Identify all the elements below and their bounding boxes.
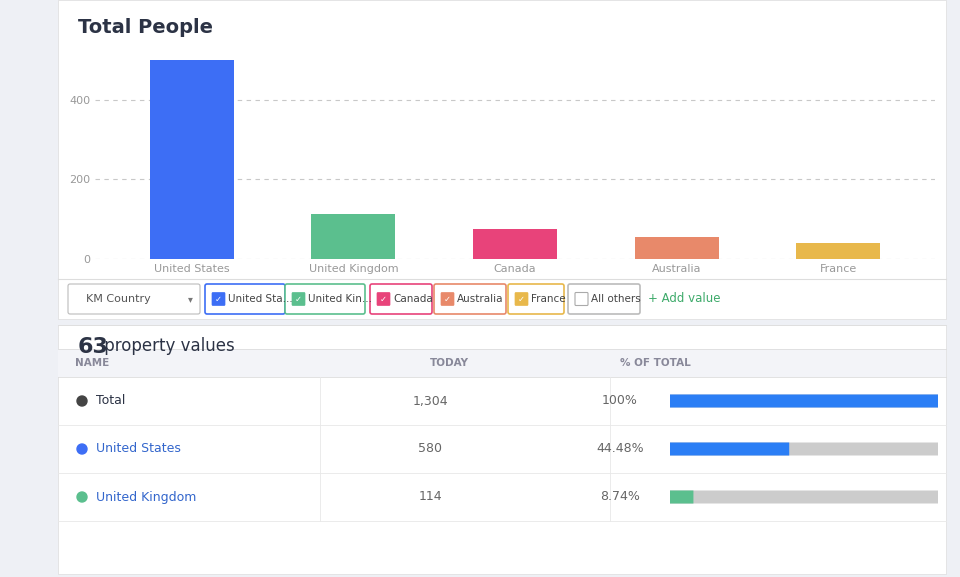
Text: + Add value: + Add value	[648, 293, 721, 305]
Text: ▾: ▾	[187, 294, 192, 304]
Text: United Kingdom: United Kingdom	[96, 490, 197, 504]
Text: TODAY: TODAY	[430, 358, 469, 368]
FancyBboxPatch shape	[370, 284, 432, 314]
Text: Total: Total	[96, 395, 126, 407]
Text: All others: All others	[591, 294, 640, 304]
FancyBboxPatch shape	[670, 395, 938, 407]
Text: ✓: ✓	[215, 294, 222, 304]
FancyBboxPatch shape	[670, 395, 938, 407]
Text: 100%: 100%	[602, 395, 638, 407]
Text: Canada: Canada	[393, 294, 433, 304]
Text: 114: 114	[419, 490, 442, 504]
FancyBboxPatch shape	[58, 0, 946, 279]
Text: ✓: ✓	[295, 294, 302, 304]
FancyBboxPatch shape	[515, 293, 528, 305]
Circle shape	[77, 492, 87, 502]
FancyBboxPatch shape	[441, 293, 454, 305]
FancyBboxPatch shape	[58, 325, 946, 574]
Text: ✓: ✓	[518, 294, 525, 304]
FancyBboxPatch shape	[212, 293, 225, 305]
FancyBboxPatch shape	[575, 293, 588, 305]
Text: property values: property values	[99, 337, 235, 355]
Text: % OF TOTAL: % OF TOTAL	[620, 358, 691, 368]
FancyBboxPatch shape	[205, 284, 285, 314]
Bar	[311, 213, 396, 259]
FancyBboxPatch shape	[670, 490, 693, 504]
Text: ✓: ✓	[444, 294, 451, 304]
FancyBboxPatch shape	[568, 284, 640, 314]
Text: France: France	[531, 294, 565, 304]
Text: Total People: Total People	[78, 18, 213, 37]
FancyBboxPatch shape	[670, 490, 938, 504]
Circle shape	[77, 444, 87, 454]
Bar	[150, 28, 234, 259]
Bar	[473, 229, 557, 259]
Text: 63: 63	[78, 337, 108, 357]
Bar	[635, 237, 718, 259]
Text: 8.74%: 8.74%	[600, 490, 640, 504]
FancyBboxPatch shape	[434, 284, 506, 314]
Circle shape	[77, 396, 87, 406]
Text: NAME: NAME	[75, 358, 109, 368]
FancyBboxPatch shape	[285, 284, 365, 314]
Text: 1,304: 1,304	[412, 395, 447, 407]
FancyBboxPatch shape	[58, 279, 946, 319]
FancyBboxPatch shape	[377, 293, 390, 305]
FancyBboxPatch shape	[670, 443, 938, 455]
Text: United Sta...: United Sta...	[228, 294, 293, 304]
FancyBboxPatch shape	[508, 284, 564, 314]
Text: Australia: Australia	[457, 294, 503, 304]
FancyBboxPatch shape	[292, 293, 305, 305]
Text: United States: United States	[96, 443, 180, 455]
Bar	[796, 243, 880, 259]
Text: ✓: ✓	[380, 294, 387, 304]
Text: 44.48%: 44.48%	[596, 443, 644, 455]
FancyBboxPatch shape	[58, 349, 946, 377]
Text: 580: 580	[418, 443, 442, 455]
FancyBboxPatch shape	[68, 284, 200, 314]
Text: United Kin...: United Kin...	[308, 294, 372, 304]
FancyBboxPatch shape	[670, 443, 789, 455]
Text: KM Country: KM Country	[85, 294, 151, 304]
